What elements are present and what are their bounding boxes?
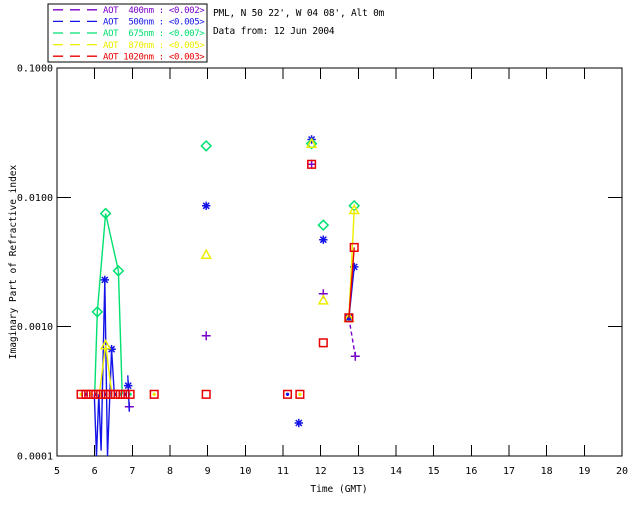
x-tick-label: 7 [129,466,135,477]
y-tick-label: 0.0010 [17,322,53,333]
x-tick-label: 18 [541,466,553,477]
legend-item-870nm: AOT 870nm : <0.005> [53,41,206,51]
data-point-marker [348,203,360,215]
series-aot-870nm [98,137,360,395]
plot-border [56,67,623,457]
data-point-marker [201,201,211,211]
x-tick-label: 16 [465,466,477,477]
y-tick-label: 0.1000 [17,64,53,75]
x-axis-title: Time (GMT) [310,484,367,495]
series-line [348,247,355,318]
data-point-marker [107,345,116,354]
x-tick-label: 5 [54,466,60,477]
series-line [348,317,356,357]
series-line [98,345,113,395]
data-point-marker [317,294,329,305]
x-tick-label: 6 [92,466,98,477]
x-tick-label: 14 [390,466,402,477]
data-point-marker [200,248,212,260]
legend-label: AOT 675nm : <0.007> [103,29,205,39]
data-point-marker [344,313,354,323]
data-point-marker [200,140,213,152]
data-point-marker [317,219,330,231]
x-tick-label: 19 [578,466,590,477]
data-point-marker [305,137,318,150]
data-point-marker [305,137,318,149]
data-point-marker [294,418,303,428]
legend-label: AOT 400nm : <0.002> [103,6,205,16]
x-tick-label: 12 [315,466,327,477]
y-axis-tick-labels: 0.1000 0.0100 0.0010 0.0001 [17,64,53,463]
x-tick-label: 9 [205,466,211,477]
series-aot-500nm [93,135,359,457]
x-tick-label: 15 [428,466,440,477]
data-point-marker [99,207,112,220]
date-header: Data from: 12 Jun 2004 [213,26,335,37]
location-header: PML, N 50 22', W 04 08', Alt 0m [213,8,385,19]
data-point-marker [99,338,112,350]
x-tick-label: 20 [616,466,628,477]
data-point-marker [125,389,135,399]
y-tick-label: 0.0100 [17,193,53,204]
data-point-marker [91,306,104,318]
data-point-marker [123,381,133,390]
y-axis-ticks [57,67,622,457]
series-aot-1020nm [76,159,359,399]
legend-item-675nm: AOT 675nm : <0.007> [53,29,206,39]
x-tick-label: 8 [167,466,173,477]
data-point-marker [282,389,293,399]
x-axis-ticks [56,68,623,456]
baseline-overlap-dots [79,392,302,396]
x-tick-label: 13 [352,466,364,477]
data-point-marker [350,262,359,272]
data-point-marker [319,235,328,244]
data-point-marker [201,331,211,341]
data-point-marker [350,351,360,361]
y-axis-title: Imaginary Part of Refractive index [8,164,19,359]
legend-label: AOT 1020nm : <0.003> [103,52,205,62]
legend-label: AOT 500nm : <0.005> [103,18,205,28]
legend-label: AOT 870nm : <0.005> [103,41,205,51]
legend-item-500nm: AOT 500nm : <0.005> [53,18,206,28]
legend-item-1020nm: AOT 1020nm : <0.003> [53,52,206,62]
series-line [94,213,123,395]
data-point-marker [349,242,359,252]
series-aot-400nm [124,159,360,412]
x-tick-label: 17 [503,466,515,477]
data-point-marker [112,265,125,277]
data-point-marker [307,159,317,169]
series-aot-675nm [91,137,361,395]
data-point-marker [318,338,328,348]
y-tick-label: 0.0001 [17,452,53,463]
data-point-marker [100,275,110,285]
data-point-marker [295,389,305,399]
data-point-marker [201,389,211,399]
x-tick-label: 11 [277,466,289,477]
x-axis-tick-labels: 5 6 7 8 9 10 11 12 13 14 15 16 17 18 19 20 [54,466,628,477]
data-point-marker [307,159,317,169]
x-tick-label: 10 [239,466,251,477]
legend: AOT 400nm : <0.002>AOT 500nm : <0.005>AO… [47,3,208,63]
legend-item-400nm: AOT 400nm : <0.002> [53,6,206,16]
data-point-marker [149,389,159,399]
